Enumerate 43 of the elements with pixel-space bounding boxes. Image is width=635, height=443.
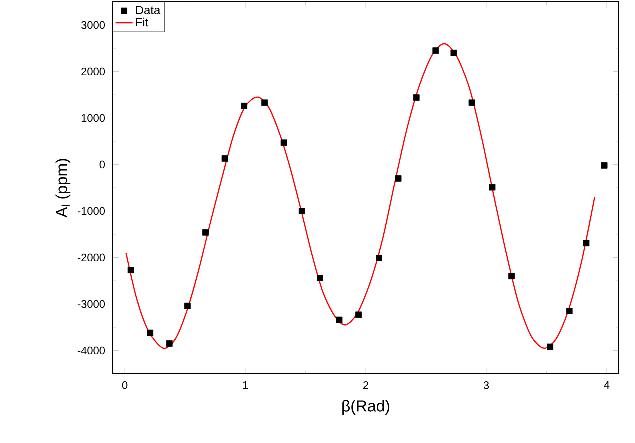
point	[376, 255, 382, 262]
point	[280, 140, 288, 146]
line-series	[126, 43, 596, 350]
point	[184, 302, 191, 310]
y-tick-label: -2000	[78, 254, 106, 262]
point	[583, 240, 590, 247]
point	[222, 156, 228, 162]
point	[241, 102, 248, 110]
legend-label: Data	[136, 6, 161, 15]
point	[166, 340, 173, 347]
x-tick-label: 3	[484, 382, 490, 390]
point	[147, 330, 154, 336]
point	[468, 100, 476, 106]
x-axis-title: β(Rad)	[342, 400, 390, 415]
y-tick-label: -4000	[78, 346, 106, 355]
point	[317, 275, 324, 282]
point	[432, 48, 440, 54]
point	[601, 162, 608, 169]
x-tick-label: 4	[604, 382, 610, 390]
point	[566, 308, 573, 314]
point	[395, 176, 402, 182]
point	[262, 100, 268, 106]
x-tick-label: 0	[122, 382, 128, 390]
legend-label: Fit	[136, 18, 149, 27]
point	[547, 344, 554, 350]
point	[298, 208, 306, 214]
y-tick-label: -3000	[78, 300, 106, 308]
point	[450, 50, 458, 56]
y-tick-label: 0	[100, 160, 106, 169]
point	[508, 273, 515, 280]
point	[356, 312, 362, 318]
point	[489, 184, 496, 191]
point	[336, 316, 343, 324]
x-tick-label: 1	[243, 382, 248, 390]
point	[202, 229, 209, 236]
y-tick-label: 1000	[82, 114, 106, 122]
y-tick-label: -1000	[78, 207, 106, 216]
y-tick-label: 3000	[82, 21, 106, 30]
point	[413, 94, 420, 101]
point	[128, 267, 134, 274]
x-tick-label: 2	[364, 382, 369, 390]
y-axis-title: A$_{l}$ (ppm)	[56, 159, 71, 218]
y-tick-label: 2000	[82, 68, 106, 76]
